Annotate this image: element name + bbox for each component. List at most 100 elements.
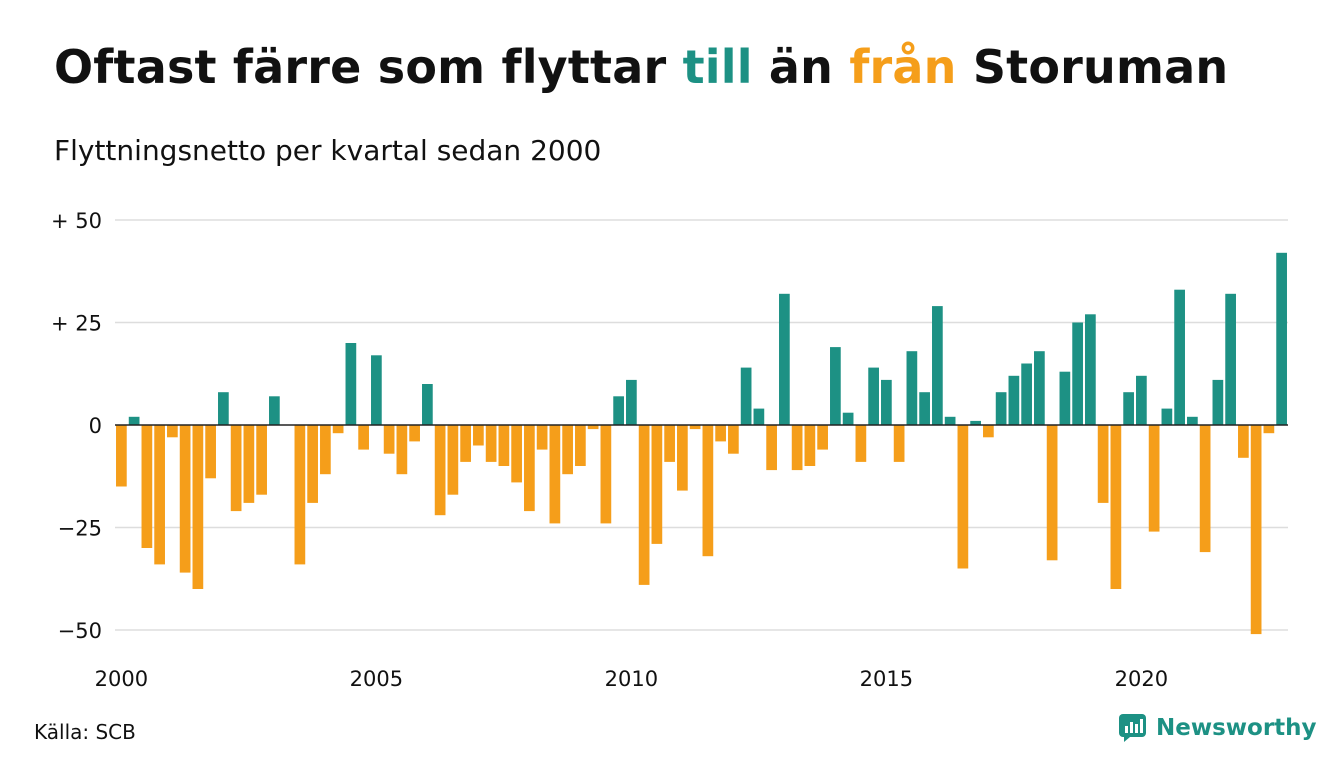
source-note: Källa: SCB bbox=[34, 720, 136, 744]
x-tick-label: 2005 bbox=[350, 667, 403, 691]
bar bbox=[1110, 425, 1122, 589]
bar bbox=[575, 425, 586, 466]
x-axis-ticks: 2000 2005 2010 2015 2020 bbox=[95, 667, 1168, 691]
bar bbox=[167, 425, 178, 438]
bar bbox=[1097, 425, 1109, 503]
bar bbox=[536, 425, 548, 450]
title-highlight-till: till bbox=[682, 40, 753, 94]
x-tick-label: 2000 bbox=[95, 667, 148, 691]
bar bbox=[498, 425, 510, 466]
bar bbox=[1123, 392, 1134, 425]
bar bbox=[434, 425, 446, 516]
bar bbox=[740, 367, 752, 425]
bar bbox=[970, 420, 981, 425]
bar bbox=[409, 425, 420, 442]
bar bbox=[804, 425, 816, 466]
bar bbox=[868, 367, 879, 425]
bar bbox=[192, 425, 204, 589]
bar bbox=[638, 425, 650, 585]
bar bbox=[524, 425, 535, 512]
bar bbox=[600, 425, 612, 524]
bar bbox=[613, 396, 624, 425]
bar bbox=[371, 355, 382, 425]
bar bbox=[651, 425, 663, 544]
x-tick-label: 2015 bbox=[860, 667, 913, 691]
bar bbox=[154, 425, 165, 565]
bar bbox=[230, 425, 242, 512]
bar bbox=[944, 416, 956, 425]
bar bbox=[893, 425, 905, 462]
bar bbox=[1174, 289, 1185, 425]
bar bbox=[205, 425, 216, 479]
bar bbox=[128, 416, 140, 425]
bar bbox=[1250, 425, 1262, 635]
bar bbox=[766, 425, 777, 471]
bar bbox=[447, 425, 459, 495]
y-tick-label: −25 bbox=[58, 517, 102, 541]
bar bbox=[715, 425, 726, 442]
chart-subtitle: Flyttningsnetto per kvartal sedan 2000 bbox=[54, 134, 602, 167]
bar bbox=[1008, 375, 1020, 425]
bar bbox=[218, 392, 229, 425]
bar bbox=[345, 343, 357, 425]
y-axis-ticks: + 50 + 25 0 −25 −50 bbox=[51, 209, 102, 643]
bar bbox=[728, 425, 739, 454]
bar bbox=[332, 425, 344, 434]
bar bbox=[1072, 322, 1083, 425]
y-tick-label: + 25 bbox=[51, 312, 102, 336]
bar bbox=[1225, 293, 1236, 425]
bar bbox=[396, 425, 408, 475]
bar bbox=[320, 425, 331, 475]
bar bbox=[664, 425, 675, 462]
bar bbox=[243, 425, 255, 503]
bar bbox=[307, 425, 318, 503]
bar bbox=[1046, 425, 1058, 561]
bar bbox=[1161, 408, 1173, 425]
chart-title: Oftast färre som flyttar till än från St… bbox=[54, 40, 1228, 94]
y-tick-label: 0 bbox=[89, 414, 102, 438]
bar bbox=[906, 351, 918, 425]
brand-logo: Newsworthy bbox=[1118, 713, 1317, 743]
title-highlight-fran: från bbox=[849, 40, 957, 94]
bar bbox=[587, 425, 599, 430]
bar bbox=[116, 425, 127, 487]
bar bbox=[511, 425, 522, 483]
bar bbox=[626, 379, 637, 425]
bar bbox=[1276, 252, 1287, 425]
bars bbox=[116, 252, 1287, 635]
bar bbox=[957, 425, 969, 569]
bar bbox=[677, 425, 688, 491]
bar bbox=[485, 425, 497, 462]
bar bbox=[422, 384, 433, 425]
bar bbox=[269, 396, 280, 425]
bar bbox=[702, 425, 714, 557]
bar bbox=[881, 379, 892, 425]
brand-name: Newsworthy bbox=[1156, 715, 1317, 741]
bar bbox=[179, 425, 191, 573]
newsworthy-logo-icon bbox=[1119, 714, 1146, 742]
bar bbox=[830, 347, 841, 425]
bar bbox=[1059, 371, 1071, 425]
bar bbox=[817, 425, 828, 450]
title-part-3: Storuman bbox=[956, 40, 1229, 94]
bar bbox=[473, 425, 484, 446]
bar bbox=[1136, 375, 1147, 425]
bar bbox=[919, 392, 930, 425]
bar bbox=[1085, 314, 1096, 425]
y-tick-label: −50 bbox=[58, 619, 102, 643]
bar bbox=[983, 425, 994, 438]
bar bbox=[791, 425, 803, 471]
bar bbox=[1021, 363, 1032, 425]
bar bbox=[689, 425, 701, 430]
bar bbox=[562, 425, 573, 475]
x-tick-label: 2020 bbox=[1115, 667, 1168, 691]
bar bbox=[1199, 425, 1211, 553]
bar bbox=[294, 425, 306, 565]
bar bbox=[753, 408, 765, 425]
y-tick-label: + 50 bbox=[51, 209, 102, 233]
bar bbox=[1263, 425, 1275, 434]
bar bbox=[842, 412, 854, 425]
x-tick-label: 2010 bbox=[605, 667, 658, 691]
bar bbox=[855, 425, 867, 462]
bar bbox=[256, 425, 267, 495]
